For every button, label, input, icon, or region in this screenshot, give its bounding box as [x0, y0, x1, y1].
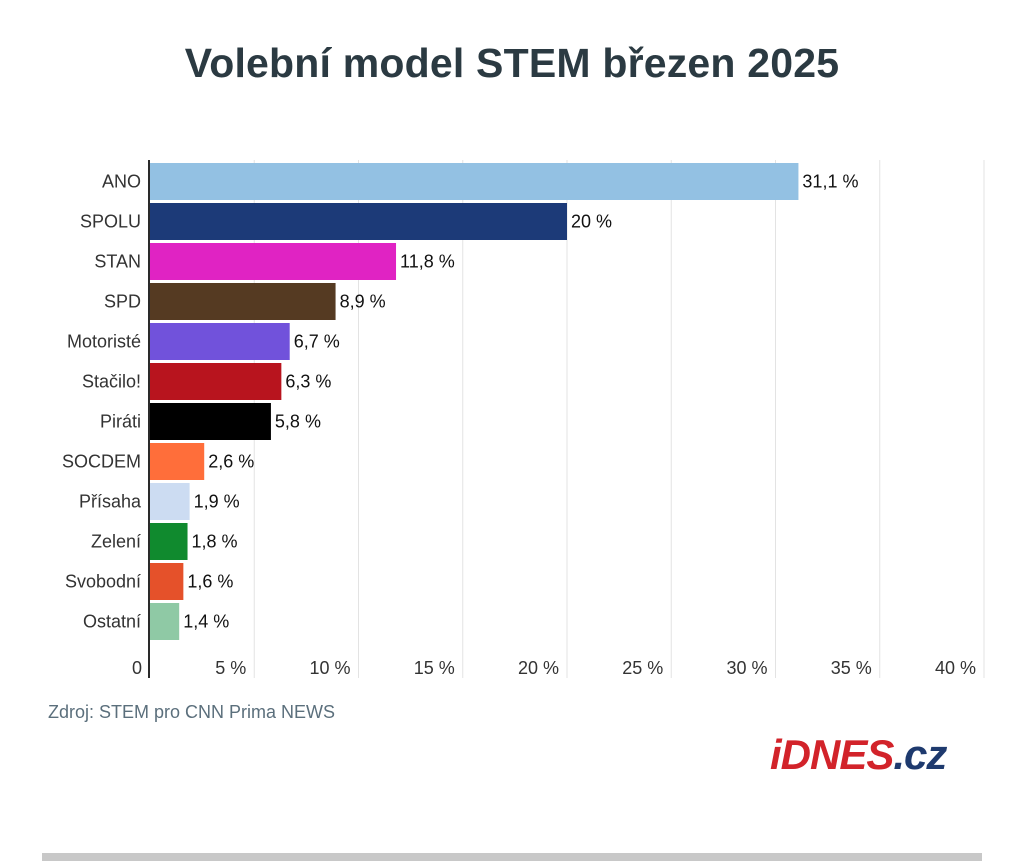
bar — [150, 443, 205, 480]
category-label: SPOLU — [80, 212, 141, 232]
value-label: 31,1 % — [802, 172, 858, 192]
x-tick-label: 40 % — [935, 658, 976, 678]
category-label: Motoristé — [67, 332, 141, 352]
value-label: 8,9 % — [340, 292, 386, 312]
bar-chart: ANO 31,1 % SPOLU 20 % STAN 11,8 % SPD 8,9 % Moto… — [62, 160, 985, 678]
category-label: Svobodní — [65, 572, 141, 592]
bar — [150, 523, 188, 560]
category-label: Zelení — [91, 532, 141, 552]
category-label: ANO — [102, 172, 141, 192]
value-label: 5,8 % — [275, 412, 321, 432]
bar — [150, 283, 336, 320]
category-label: Stačilo! — [82, 372, 141, 392]
bar — [150, 403, 271, 440]
bar — [150, 363, 282, 400]
logo-part-2: .cz — [893, 731, 947, 778]
value-label: 1,9 % — [194, 492, 240, 512]
category-label: Ostatní — [83, 612, 141, 632]
value-label: 2,6 % — [208, 452, 254, 472]
value-label: 11,8 % — [400, 252, 455, 272]
logo-part-1: iDNES — [770, 731, 894, 778]
x-tick-label: 10 % — [309, 658, 350, 678]
source-note: Zdroj: STEM pro CNN Prima NEWS — [48, 702, 336, 722]
x-tick-label: 35 % — [831, 658, 872, 678]
footer-divider — [42, 853, 982, 861]
value-label: 1,4 % — [183, 612, 229, 632]
category-label: SOCDEM — [62, 452, 141, 472]
value-label: 20 % — [571, 212, 612, 232]
chart-title: Volební model STEM březen 2025 — [184, 40, 840, 86]
x-tick-label: 25 % — [622, 658, 663, 678]
value-label: 1,8 % — [192, 532, 238, 552]
idnes-logo: iDNES.cz — [770, 731, 947, 778]
bar — [150, 563, 184, 600]
category-label: STAN — [94, 252, 141, 272]
bar — [150, 203, 567, 240]
bar — [150, 603, 180, 640]
category-label: Přísaha — [79, 492, 142, 512]
value-label: 1,6 % — [187, 572, 233, 592]
x-tick-label: 0 — [132, 658, 142, 678]
value-label: 6,7 % — [294, 332, 340, 352]
x-tick-label: 20 % — [518, 658, 559, 678]
x-tick-label: 30 % — [726, 658, 767, 678]
category-label: Piráti — [100, 412, 141, 432]
bars: ANO 31,1 % SPOLU 20 % STAN 11,8 % SPD 8,9 % Moto… — [62, 163, 858, 640]
bar — [150, 483, 190, 520]
x-tick-label: 5 % — [215, 658, 246, 678]
bar — [150, 163, 799, 200]
value-label: 6,3 % — [285, 372, 331, 392]
category-label: SPD — [104, 292, 141, 312]
x-tick-label: 15 % — [414, 658, 455, 678]
bar — [150, 323, 290, 360]
axis: 0 5 % 10 % 15 % 20 % 25 % 30 % 35 % 40 % — [132, 160, 976, 678]
bar — [150, 243, 397, 280]
